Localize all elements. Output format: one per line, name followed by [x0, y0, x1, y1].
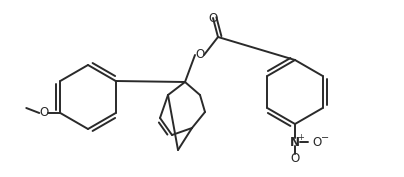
- Text: −: −: [321, 133, 329, 143]
- Text: O: O: [208, 12, 218, 24]
- Text: O: O: [290, 152, 300, 164]
- Text: O: O: [196, 48, 204, 61]
- Text: O: O: [312, 136, 322, 149]
- Text: O: O: [40, 107, 49, 119]
- Text: N: N: [290, 136, 300, 149]
- Text: +: +: [298, 133, 305, 141]
